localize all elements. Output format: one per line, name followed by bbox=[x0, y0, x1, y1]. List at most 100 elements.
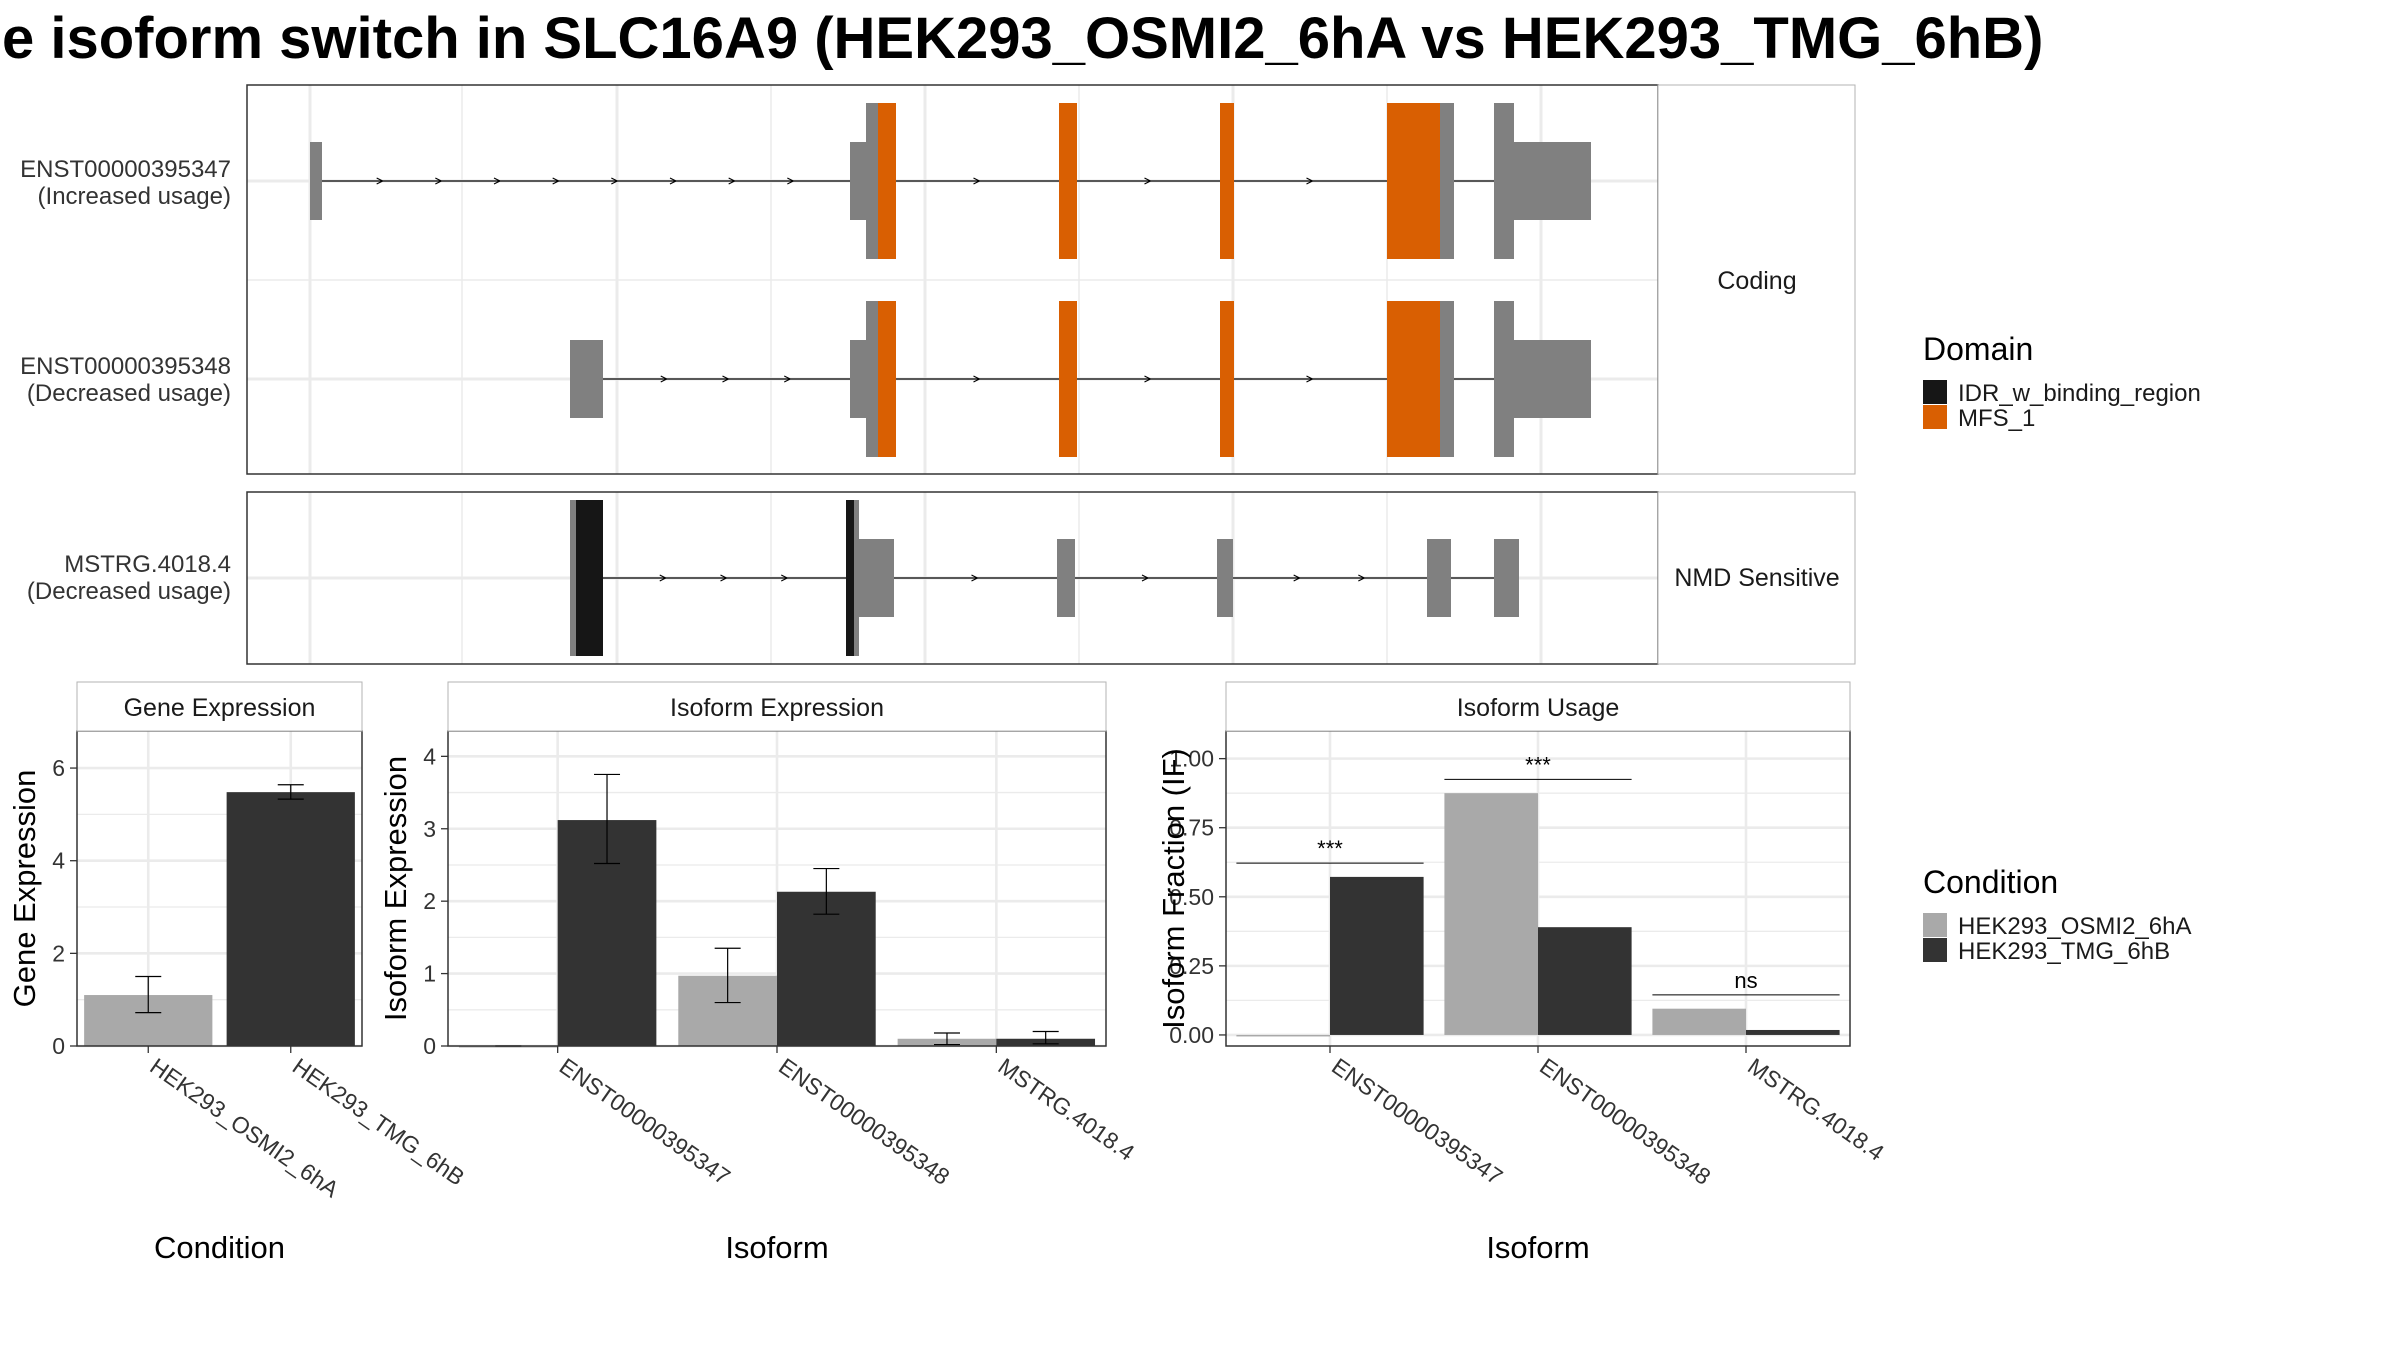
condition-legend-title: Condition bbox=[1923, 864, 2058, 900]
domain-exon-MFS_1 bbox=[1387, 301, 1440, 457]
intron-arrow bbox=[1141, 574, 1150, 582]
intron-arrow bbox=[435, 177, 443, 185]
strip-box bbox=[1225, 681, 1851, 732]
intron-arrow bbox=[376, 177, 384, 185]
exon-block bbox=[1217, 539, 1233, 617]
exon-block bbox=[570, 340, 603, 418]
panel-title: Isoform Usage bbox=[1457, 694, 1620, 722]
coding-strip bbox=[1657, 84, 1856, 475]
legend-key-mfs bbox=[1923, 405, 1947, 429]
intron-arrow bbox=[781, 574, 789, 582]
exon-block bbox=[310, 142, 322, 220]
bar-HEK293_OSMI2_6hA-ENST00000395348 bbox=[1444, 793, 1538, 1035]
legend-label-osmi: HEK293_OSMI2_6hA bbox=[1958, 913, 2191, 940]
transcript-label-3: MSTRG.4018.4 bbox=[64, 551, 231, 578]
transcript-usage-1: (Increased usage) bbox=[38, 183, 231, 210]
nmd-strip-label: NMD Sensitive bbox=[1674, 564, 1839, 592]
condition-legend: Condition HEK293_OSMI2_6hA HEK293_TMG_6h… bbox=[1923, 864, 2191, 965]
legend-label-tmg: HEK293_TMG_6hB bbox=[1958, 938, 2170, 965]
intron-arrow bbox=[973, 177, 981, 185]
bar-HEK293_TMG_6hB-ENST00000395347 bbox=[1330, 876, 1424, 1035]
domain-exon-MFS_1 bbox=[1059, 301, 1077, 457]
exon-block bbox=[850, 340, 866, 418]
y-tick-label: 0.50 bbox=[1169, 884, 1214, 910]
transcript-usage-3: (Decreased usage) bbox=[27, 578, 231, 605]
intron-arrow bbox=[973, 375, 981, 383]
exon-block bbox=[570, 500, 576, 656]
isoform-expression-panel: Isoform Expression 0 1 2 3 4 ENST00000395347 EN… bbox=[378, 681, 1139, 1265]
y-tick-label: 0 bbox=[423, 1033, 436, 1059]
exon-block bbox=[1057, 539, 1075, 617]
panel-title: Gene Expression bbox=[124, 694, 316, 722]
y-tick-label: 4 bbox=[52, 848, 65, 874]
domain-exon-IDR_w_binding_region bbox=[576, 500, 603, 656]
intron-arrow bbox=[1306, 177, 1314, 185]
bar-HEK293_OSMI2_6hA-ENST00000395347 bbox=[1236, 1034, 1330, 1037]
x-tick-label: ENST00000395348 bbox=[774, 1053, 954, 1190]
domain-exon-MFS_1 bbox=[878, 103, 896, 259]
intron-arrow bbox=[1144, 375, 1152, 383]
strip-box bbox=[447, 681, 1107, 732]
legend-label-mfs: MFS_1 bbox=[1958, 405, 2035, 432]
legend-key-tmg bbox=[1923, 938, 1947, 962]
y-tick-label: 2 bbox=[423, 888, 436, 914]
intron-arrow bbox=[660, 375, 668, 383]
isoform-usage-panel: *** *** ns Isoform Usage 0.00 0.25 0.50 0.75 1.0… bbox=[1156, 681, 1889, 1265]
x-tick-label: ENST00000395348 bbox=[1535, 1053, 1715, 1190]
domain-exon-MFS_1 bbox=[1059, 103, 1077, 259]
y-tick-label: 1.00 bbox=[1169, 746, 1214, 772]
y-tick-label: 4 bbox=[423, 743, 436, 769]
y-tick-label: 3 bbox=[423, 816, 436, 842]
intron-arrow bbox=[493, 177, 502, 185]
y-tick-label: 0.75 bbox=[1169, 815, 1214, 841]
intron-arrow bbox=[1144, 177, 1152, 185]
significance-label: *** bbox=[1525, 752, 1551, 777]
intron-arrow bbox=[1306, 375, 1314, 383]
transcript-structure-panel: Coding NMD Sensitive ENST00000395347 (In… bbox=[20, 84, 1856, 665]
x-tick-label: MSTRG.4018.4 bbox=[1743, 1053, 1889, 1166]
domain-exon-MFS_1 bbox=[1220, 103, 1234, 259]
intron-arrow bbox=[971, 574, 979, 582]
exon-block bbox=[859, 539, 894, 617]
exon-block bbox=[866, 301, 878, 457]
significance-label: *** bbox=[1317, 836, 1343, 861]
strip-box bbox=[76, 681, 363, 732]
exon-block bbox=[850, 142, 866, 220]
legend-key-idr bbox=[1923, 380, 1947, 404]
exon-block bbox=[1494, 539, 1519, 617]
x-axis-title: Isoform bbox=[1486, 1230, 1589, 1265]
intron-arrow bbox=[659, 574, 667, 582]
domain-exon-MFS_1 bbox=[1387, 103, 1440, 259]
intron-arrow bbox=[669, 177, 678, 185]
x-tick-label: MSTRG.4018.4 bbox=[993, 1053, 1139, 1166]
exon-block bbox=[1514, 142, 1591, 220]
intron-arrow bbox=[552, 177, 560, 185]
exon-block bbox=[1514, 340, 1591, 418]
bar-HEK293_TMG_6hB-MSTRG.4018.4 bbox=[1746, 1029, 1840, 1035]
y-tick-label: 0.25 bbox=[1169, 953, 1214, 979]
exon-block bbox=[854, 500, 859, 656]
intron-arrow bbox=[728, 177, 736, 185]
intron-arrow bbox=[784, 375, 792, 383]
exon-block bbox=[1440, 301, 1454, 457]
domain-exon-IDR_w_binding_region bbox=[846, 500, 854, 656]
y-tick-label: 0 bbox=[52, 1033, 65, 1059]
intron-arrow bbox=[611, 177, 619, 185]
significance-label: ns bbox=[1734, 968, 1757, 993]
exon-block bbox=[1494, 301, 1514, 457]
y-tick-label: 1 bbox=[423, 961, 436, 987]
intron-arrow bbox=[1293, 574, 1301, 582]
exon-block bbox=[866, 103, 878, 259]
intron-arrow bbox=[1358, 574, 1366, 582]
intron-arrow bbox=[787, 177, 795, 185]
domain-legend: Domain IDR_w_binding_region MFS_1 bbox=[1923, 331, 2201, 432]
nmd-strip bbox=[1657, 491, 1856, 665]
figure-title: e isoform switch in SLC16A9 (HEK293_OSMI… bbox=[2, 6, 2043, 71]
domain-legend-title: Domain bbox=[1923, 331, 2033, 367]
domain-exon-MFS_1 bbox=[1220, 301, 1234, 457]
intron-arrow bbox=[720, 574, 728, 582]
intron-arrow bbox=[722, 375, 730, 383]
y-axis-title: Isoform Expression bbox=[378, 756, 413, 1021]
bar-HEK293_TMG_6hB-ENST00000395348 bbox=[1538, 927, 1632, 1035]
